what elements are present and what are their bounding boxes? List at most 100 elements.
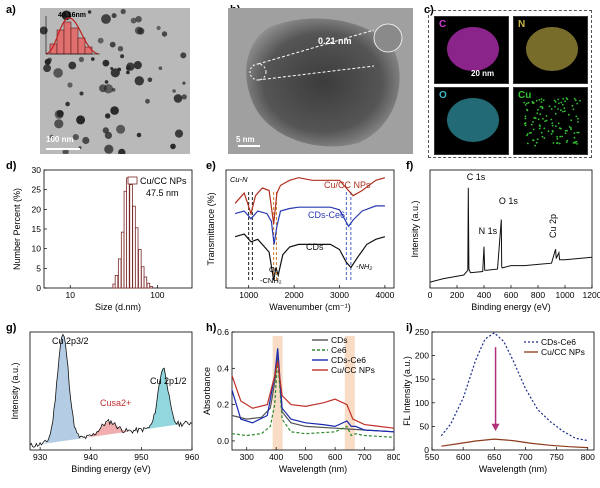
x-axis-label: Wavelength (nm) — [279, 464, 347, 474]
cu-dot — [540, 101, 543, 103]
map-label-n: N — [518, 19, 526, 30]
x-tick-label: 500 — [299, 452, 313, 462]
cu-dot — [560, 101, 563, 104]
annotation: O — [269, 265, 275, 274]
tem-particle — [105, 113, 111, 119]
cu-dot — [576, 143, 578, 145]
tem-particle — [145, 98, 150, 104]
ftir-line — [234, 233, 386, 281]
cu-dot — [530, 131, 532, 134]
panel-b: b) 0.21 nm 5 nm — [200, 0, 420, 155]
quench-arrowhead — [491, 423, 500, 432]
peak-label: O 1s — [499, 196, 519, 206]
cu-dot — [535, 99, 538, 102]
tem-particle — [79, 91, 84, 96]
cu-dot — [576, 102, 579, 105]
tem-particle — [172, 89, 176, 93]
cu-dot — [574, 141, 576, 143]
y-tick-label: 150 — [415, 374, 429, 384]
cu-dot — [570, 128, 572, 131]
y-tick-label: 20 — [32, 204, 42, 214]
plot-frame — [29, 331, 193, 451]
histogram-bar — [149, 286, 153, 289]
panel-label-h: h) — [206, 322, 217, 334]
cu-dot — [573, 97, 576, 100]
cu-dot — [532, 139, 534, 142]
cu-dot — [538, 127, 541, 130]
tem-particle — [78, 56, 84, 63]
cu-dot — [565, 97, 568, 99]
hrtem-image-b: 0.21 nm 5 nm — [228, 8, 413, 154]
fitted-peak — [30, 421, 192, 446]
cu-dot — [556, 135, 558, 138]
cu-dot — [534, 144, 536, 147]
x-tick-label: 10 — [65, 290, 75, 300]
cu-dot — [530, 123, 533, 126]
cu-dot — [561, 135, 563, 138]
x-tick-label: 950 — [134, 452, 148, 462]
tem-particle — [117, 46, 124, 52]
map-o: O — [434, 87, 509, 155]
tem-particle — [170, 143, 176, 150]
tem-particle — [87, 10, 92, 14]
panel-label-e: e) — [206, 160, 216, 172]
y-tick-label: 15 — [32, 224, 42, 234]
cu-dot — [526, 133, 529, 135]
tem-particle — [126, 62, 135, 71]
cu-dot — [564, 110, 566, 113]
y-tick-label: 30 — [32, 165, 42, 175]
y-tick-label: 100 — [415, 398, 429, 408]
cu-dot — [540, 131, 543, 134]
y-axis-label: Absorbance — [202, 367, 212, 415]
x-tick-label: 650 — [487, 452, 501, 462]
x-axis-label: Size (d.nm) — [95, 302, 141, 312]
cu-dot — [541, 106, 544, 109]
cu-dot — [532, 101, 535, 104]
histogram-bar — [134, 227, 139, 289]
hrtem-particle — [228, 8, 413, 154]
x-tick-label: 100 — [150, 290, 164, 300]
cu-dot — [539, 113, 542, 116]
size-distribution-chart: 10 100 0 5 10 15 20 25 30 Size (d.nm) Number Perce… — [12, 165, 193, 312]
cu-dot — [570, 127, 572, 129]
cu-dot — [526, 102, 528, 105]
lattice-spacing: 0.21 nm — [318, 36, 352, 46]
annotation: Cu-N — [230, 175, 248, 184]
tem-particle — [110, 68, 120, 78]
legend-label: Cu/CC NPs — [140, 176, 187, 186]
cu-dot — [541, 135, 544, 138]
cu-dot — [531, 100, 534, 103]
peak-label: Cu 2p — [548, 214, 558, 238]
legend-label: Ce6 — [331, 345, 347, 355]
panel-f: f) 0 200 400 600 800 1000 1200 Binding energy (… — [400, 158, 600, 320]
tem-particle — [135, 16, 142, 23]
tem-particle — [104, 80, 109, 84]
cu-dot — [523, 122, 526, 125]
x-tick-label: 300 — [240, 452, 254, 462]
panel-d: d) 10 100 0 5 10 15 20 25 30 Size (d.nm) Number Pe… — [0, 158, 200, 320]
cu-dot — [535, 141, 538, 144]
x-tick-label: 1000 — [556, 290, 575, 300]
series-label: Cu/CC NPs — [324, 180, 371, 190]
cu-dot — [532, 128, 535, 131]
fluorescence-line — [441, 438, 588, 449]
tem-particle — [82, 136, 90, 145]
cu-dot — [526, 108, 528, 111]
cu-dot — [560, 127, 562, 130]
cu-dot — [562, 110, 564, 113]
cu-dot — [533, 117, 536, 119]
cu-dot — [566, 139, 569, 142]
cu-dot — [575, 140, 578, 143]
cu-dot — [540, 98, 543, 100]
tem-particle — [63, 11, 68, 16]
cu-dot — [545, 115, 548, 117]
x-axis-label: Binding energy (eV) — [471, 302, 551, 312]
y-tick-label: 0 — [36, 283, 41, 293]
cu-dot — [577, 131, 580, 134]
cu-dot — [564, 129, 567, 132]
y-tick-label: 0.6 — [217, 327, 229, 337]
cu-dot — [527, 101, 530, 104]
x-tick-label: 700 — [518, 452, 532, 462]
histogram-bar — [140, 266, 145, 289]
cu-dot — [524, 124, 527, 127]
